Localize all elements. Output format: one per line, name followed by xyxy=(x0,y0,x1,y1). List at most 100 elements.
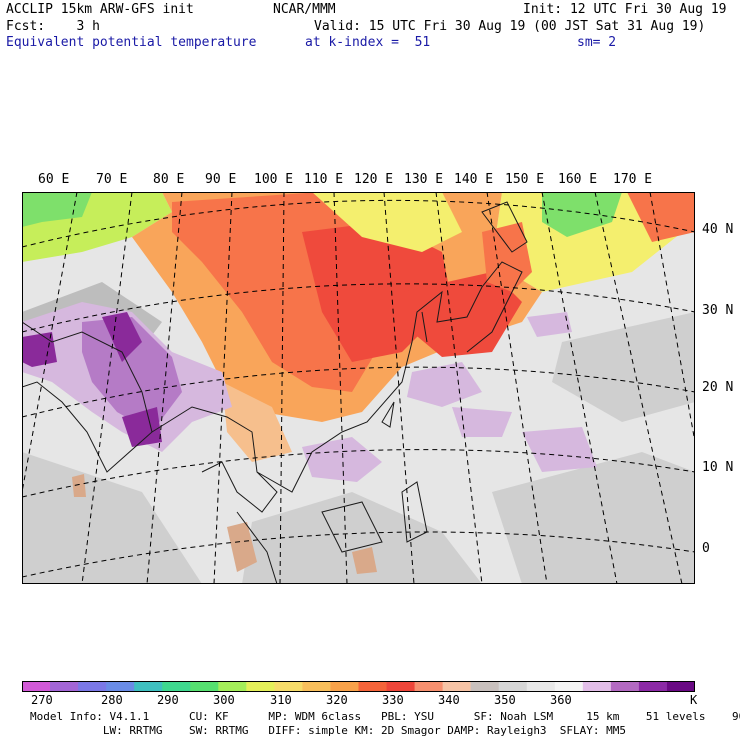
coastline-sakhalin xyxy=(481,201,528,253)
map-frame xyxy=(22,192,695,584)
lon-label: 100 E xyxy=(254,172,294,187)
meridian-90e xyxy=(213,192,233,584)
meridian-150e xyxy=(541,192,618,584)
lon-label: 80 E xyxy=(153,172,185,187)
lon-label: 170 E xyxy=(613,172,653,187)
lon-label: 130 E xyxy=(404,172,444,187)
gray-region-southwest xyxy=(22,452,202,584)
model-info-line2: LW: RRTMG SW: RRTMG DIFF: simple KM: 2D … xyxy=(30,724,627,737)
colorbar-swatch xyxy=(498,681,528,692)
lat-label: 40 N xyxy=(702,222,734,237)
colorbar-label: 310 xyxy=(270,693,292,707)
red-region-northeast-edge xyxy=(627,192,695,242)
colorbar-label: 280 xyxy=(101,693,123,707)
lavender-patch-west-pacific xyxy=(452,407,512,437)
tan-patch-sumatra xyxy=(227,522,257,572)
graticule xyxy=(22,192,695,584)
field-name: Equivalent potential temperature xyxy=(6,35,257,50)
parallel-30n xyxy=(22,283,695,333)
colorbar-swatch xyxy=(274,681,303,692)
colorbar-swatch xyxy=(358,681,388,692)
tan-patch-borneo xyxy=(352,547,377,574)
colorbar-label: 340 xyxy=(438,693,460,707)
red-region-korea-japan xyxy=(402,272,522,357)
colorbar-swatch xyxy=(134,681,163,692)
colorbar-swatch xyxy=(78,681,107,692)
theta-e-map xyxy=(22,192,695,584)
lavender-patch-scs xyxy=(302,437,382,482)
gray-region-southeast xyxy=(492,452,695,584)
tan-patch-ceylon xyxy=(72,474,86,497)
model-info-line1: Model Info: V4.1.1 CU: KF MP: WDM 6class… xyxy=(30,710,740,723)
lon-label: 90 E xyxy=(205,172,237,187)
colorbar-swatch xyxy=(302,681,331,692)
lavender-patch-central-pacific xyxy=(522,427,597,472)
meridian-140e xyxy=(486,192,548,584)
green-core-northwest xyxy=(22,192,92,227)
purple-core-india-north xyxy=(102,312,142,362)
colorbar-swatch xyxy=(526,681,556,692)
lon-label: 160 E xyxy=(558,172,598,187)
colorbar-swatch xyxy=(470,681,500,692)
purple-core-west xyxy=(22,332,57,367)
colorbar-swatch xyxy=(190,681,219,692)
meridian-130e xyxy=(435,192,483,584)
org-label: NCAR/MMM xyxy=(273,2,336,17)
meridian-70e xyxy=(81,192,133,584)
lat-label: 30 N xyxy=(702,303,734,318)
forecast-hour: Fcst: 3 h xyxy=(6,19,100,34)
colorbar-swatch xyxy=(218,681,247,692)
colorbar-swatch xyxy=(22,681,51,692)
meridian-160e xyxy=(594,192,683,584)
colorbar-label: 320 xyxy=(326,693,348,707)
colorbar-label: 270 xyxy=(31,693,53,707)
meridian-100e xyxy=(279,192,285,584)
colorbar-swatch xyxy=(106,681,135,692)
colorbar-swatch xyxy=(610,681,640,692)
colorbar-swatch xyxy=(386,681,416,692)
colorbar-swatch xyxy=(666,681,695,692)
model-title: ACCLIP 15km ARW-GFS init xyxy=(6,2,194,17)
meridian-120e xyxy=(383,192,415,584)
init-time: Init: 12 UTC Fri 30 Aug 19 xyxy=(523,2,727,17)
colorbar-swatch xyxy=(442,681,472,692)
meridian-110e xyxy=(333,192,348,584)
colorbar-label: 360 xyxy=(550,693,572,707)
lavender-patch-north-pacific xyxy=(527,312,572,337)
level-index: at k-index = 51 xyxy=(305,35,431,50)
lon-label: 60 E xyxy=(38,172,70,187)
colorbar-swatch xyxy=(582,681,612,692)
lat-label: 10 N xyxy=(702,460,734,475)
lat-label: 0 xyxy=(702,541,710,556)
parallel-40n xyxy=(22,199,695,248)
meridian-170e xyxy=(649,192,695,443)
colorbar-unit: K xyxy=(690,693,698,707)
colorbar-label: 330 xyxy=(382,693,404,707)
lat-label: 20 N xyxy=(702,380,734,395)
lon-label: 150 E xyxy=(505,172,545,187)
smoothing-label: sm= 2 xyxy=(577,35,617,50)
peach-region-indochina xyxy=(222,382,292,462)
lon-label: 140 E xyxy=(454,172,494,187)
lon-label: 70 E xyxy=(96,172,128,187)
colorbar-label: 300 xyxy=(213,693,235,707)
colorbar xyxy=(22,681,695,692)
colorbar-swatch xyxy=(414,681,444,692)
colorbar-swatch xyxy=(246,681,275,692)
colorbar-label: 290 xyxy=(157,693,179,707)
colorbar-swatch xyxy=(638,681,668,692)
valid-time: Valid: 15 UTC Fri 30 Aug 19 (00 JST Sat … xyxy=(314,19,706,34)
colorbar-swatch xyxy=(50,681,79,692)
colorbar-label: 350 xyxy=(494,693,516,707)
gray-region-northeast xyxy=(552,312,695,422)
colorbar-swatch xyxy=(330,681,359,692)
purple-core-india-east xyxy=(122,407,162,447)
lon-label: 110 E xyxy=(304,172,344,187)
parallel-20n xyxy=(22,366,695,418)
colorbar-swatch xyxy=(162,681,191,692)
green-core-northeast xyxy=(542,192,622,237)
colorbar-frame xyxy=(22,681,695,692)
colorbar-swatch xyxy=(554,681,584,692)
lavender-patch-philippine-sea xyxy=(407,362,482,407)
purple-region-india xyxy=(82,317,182,432)
